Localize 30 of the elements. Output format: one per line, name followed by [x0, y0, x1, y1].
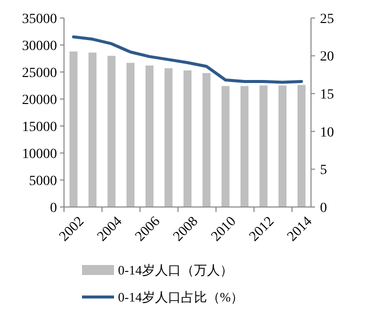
bar	[240, 86, 248, 207]
y2-tick-label: 20	[320, 50, 334, 65]
bar	[278, 86, 286, 207]
y-tick-label: 25000	[22, 66, 57, 81]
bar	[70, 51, 78, 207]
y-tick-label: 35000	[22, 12, 57, 27]
bar	[164, 68, 172, 207]
y2-tick-label: 0	[320, 200, 327, 216]
legend-label: 0-14岁人口（万人）	[118, 262, 233, 278]
bar	[260, 86, 268, 207]
legend-label: 0-14岁人口占比（%）	[118, 290, 244, 305]
y-tick-label: 20000	[22, 92, 57, 108]
bar	[184, 70, 192, 207]
line-series	[72, 35, 303, 84]
bar	[108, 56, 116, 207]
bar	[222, 86, 230, 207]
bar	[298, 84, 306, 207]
bar	[88, 52, 96, 207]
y-tick-label: 5000	[29, 174, 57, 189]
y2-tick-label: 15	[320, 88, 334, 102]
bar	[126, 62, 134, 207]
y2-tick-label: 25	[320, 12, 334, 27]
y-tick-label: 10000	[22, 146, 57, 162]
bar	[202, 73, 210, 207]
y-tick-label: 30000	[22, 38, 57, 54]
y2-tick-label: 10	[320, 125, 334, 140]
y-tick-label: 15000	[22, 120, 57, 135]
bar	[146, 66, 154, 207]
y2-tick-label: 5	[320, 163, 327, 178]
y-tick-label: 0	[50, 200, 57, 216]
